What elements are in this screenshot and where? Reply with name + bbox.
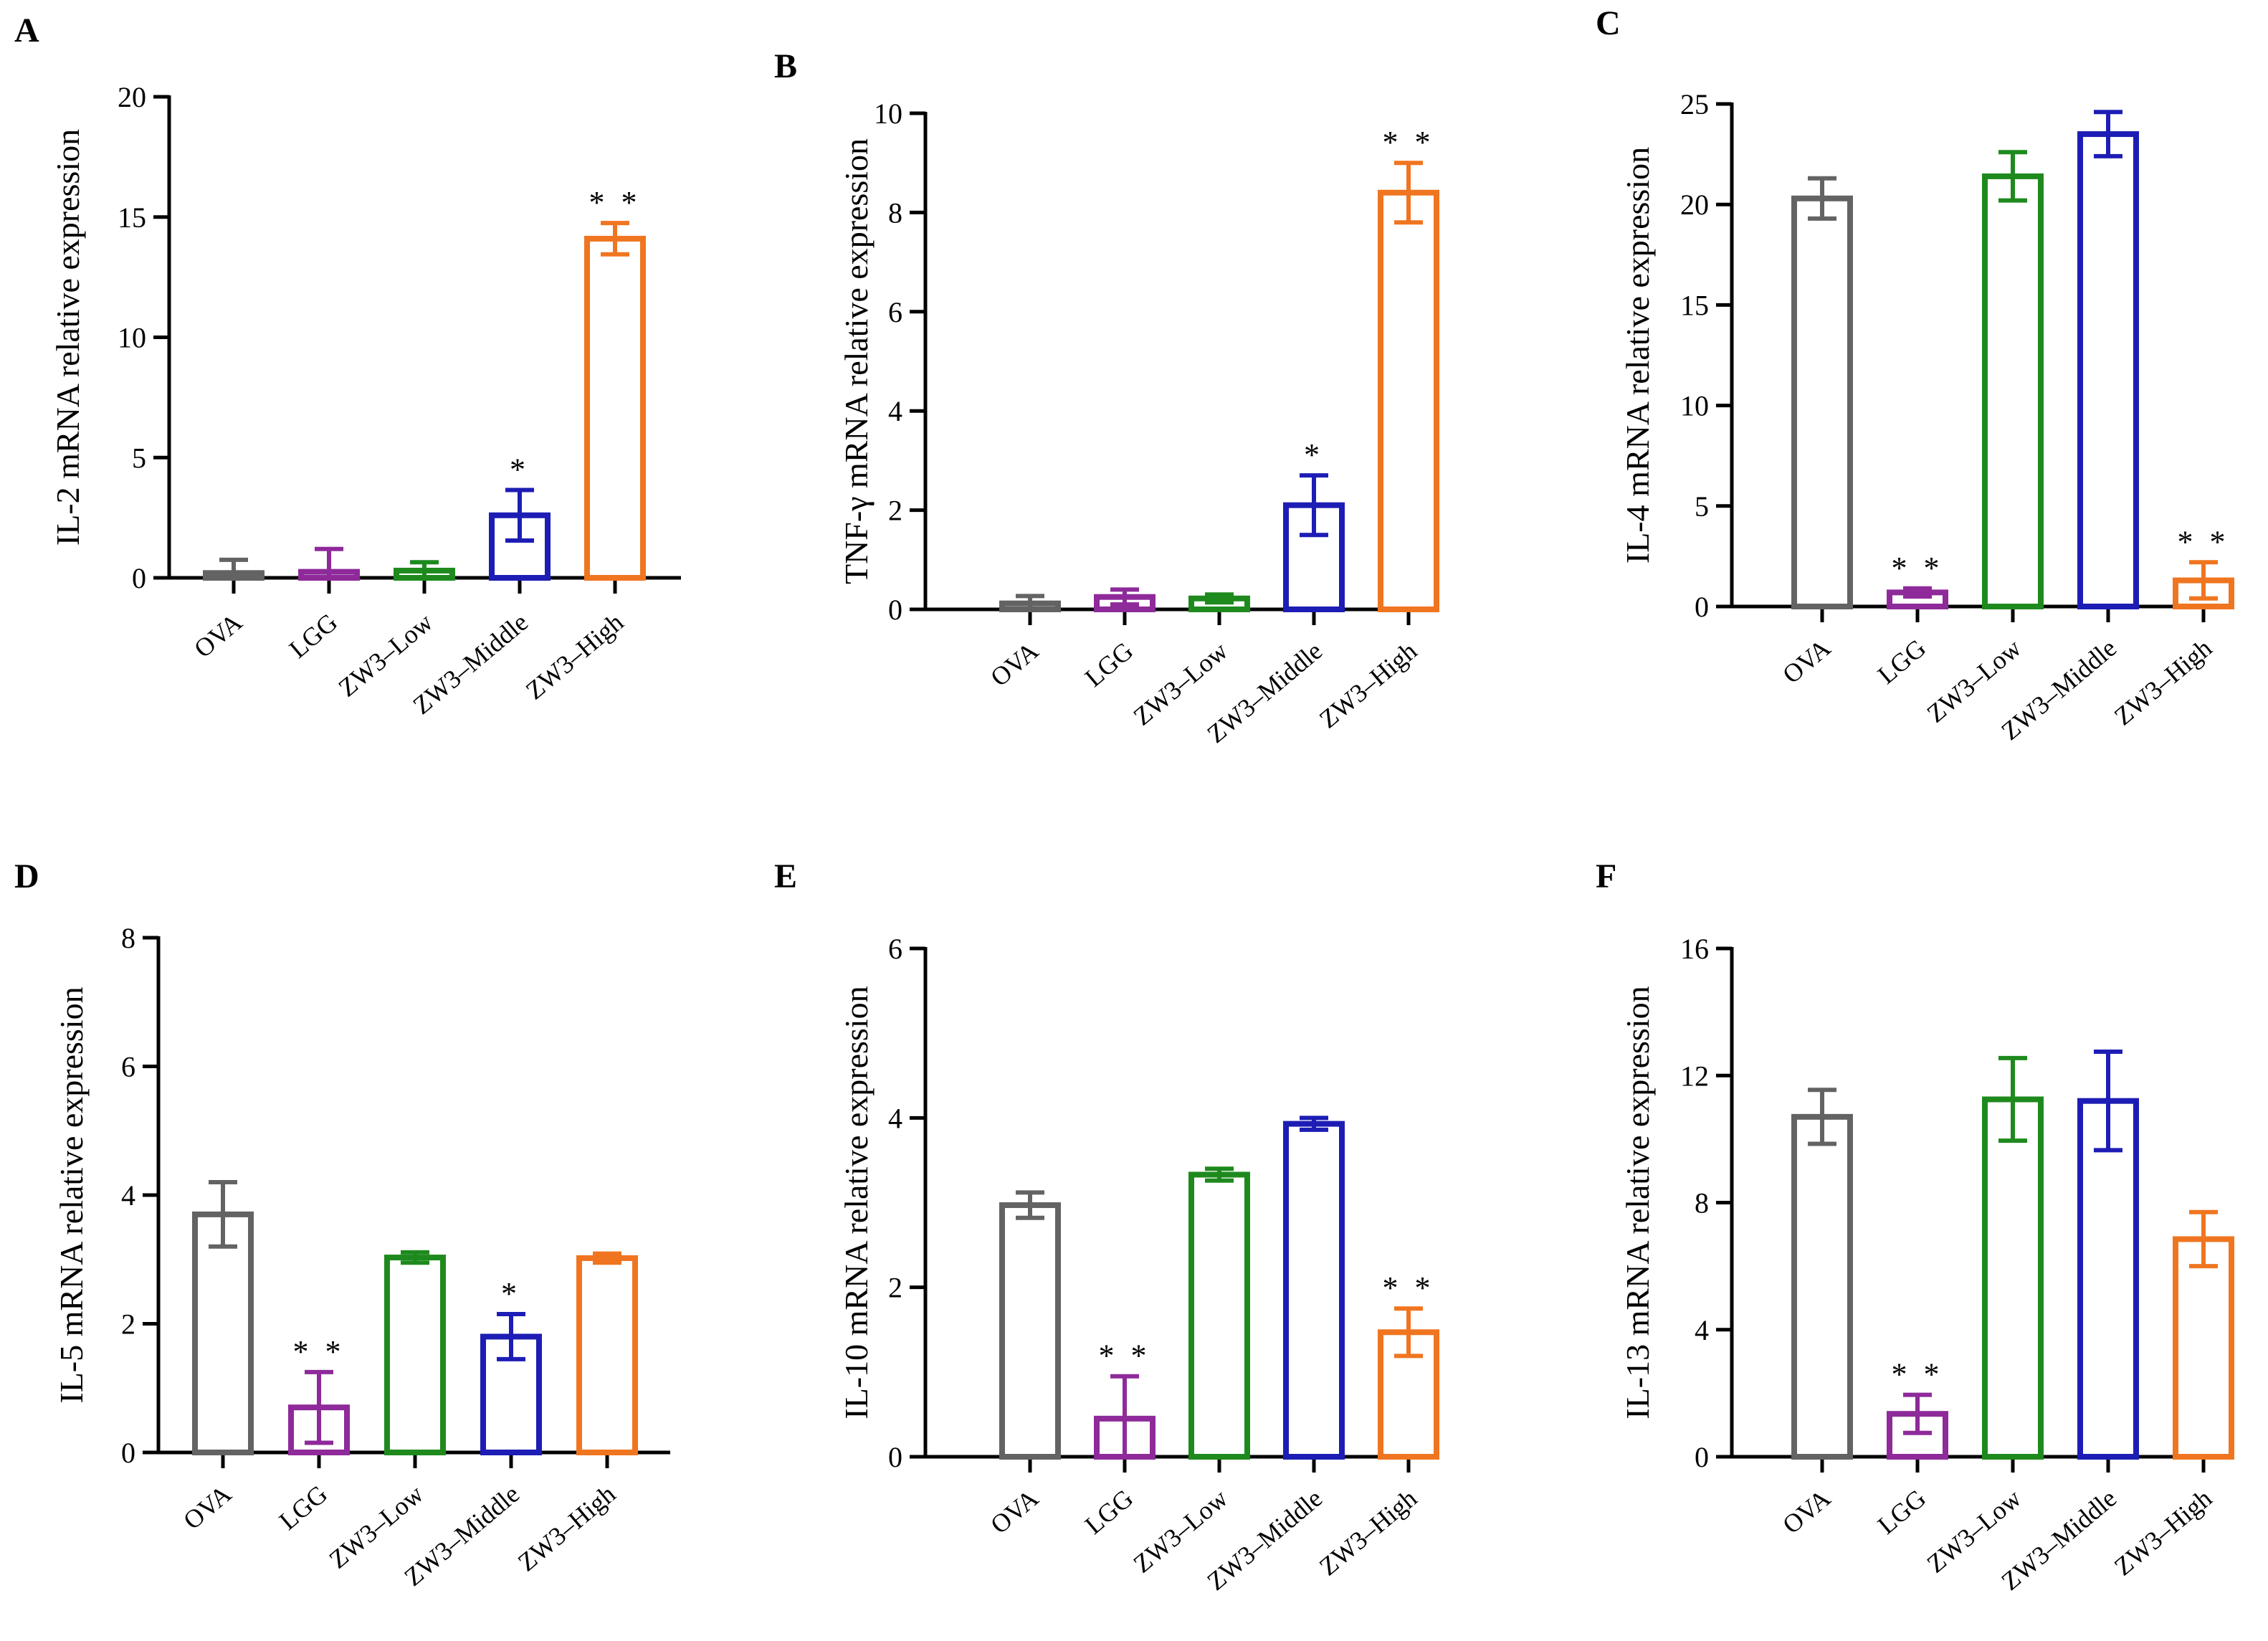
y-axis-label: IL-10 mRNA relative expression <box>838 986 875 1419</box>
x-category-label: OVA <box>189 607 247 663</box>
significance-marker: * <box>501 1276 521 1311</box>
y-tick-label: 15 <box>1680 289 1709 321</box>
x-category-label: LGG <box>1872 633 1931 689</box>
panel-letter: A <box>14 11 39 49</box>
y-tick-label: 10 <box>1680 390 1709 422</box>
y-tick-label: 12 <box>1680 1060 1709 1092</box>
bar <box>1791 195 1853 609</box>
y-tick-label: 2 <box>888 495 902 527</box>
y-tick-label: 10 <box>874 97 902 130</box>
x-category-label: OVA <box>178 1479 237 1535</box>
panel-b: B TNF-γ mRNA relative expression 0 2 4 6 8 10 OV… <box>774 47 1439 748</box>
y-tick-label: 6 <box>121 1051 135 1083</box>
y-tick-label: 16 <box>1680 933 1709 965</box>
bar <box>576 1255 638 1455</box>
significance-marker: * * <box>293 1334 346 1369</box>
panel-letter: D <box>14 857 39 895</box>
panel-letter: C <box>1596 4 1621 42</box>
y-tick-label: 2 <box>888 1272 902 1304</box>
y-tick-label: 0 <box>1695 591 1709 623</box>
y-axis-label: IL-4 mRNA relative expression <box>1619 147 1656 563</box>
y-tick-label: 15 <box>118 201 146 234</box>
y-tick-label: 4 <box>1695 1314 1709 1346</box>
y-tick-label: 8 <box>888 196 902 229</box>
bar <box>192 1211 254 1456</box>
panel-c: C IL-4 mRNA relative expression 0 5 10 15 20 25… <box>1596 4 2234 746</box>
significance-marker: * * <box>589 185 642 220</box>
panel-e: E IL-10 mRNA relative expression 0 2 4 6 OVA * … <box>774 857 1439 1596</box>
y-axis-label: IL-2 mRNA relative expression <box>49 129 86 546</box>
panel-d: D IL-5 mRNA relative expression 0 2 4 6 8 OVA * … <box>14 857 670 1592</box>
y-tick-label: 0 <box>888 594 902 626</box>
x-category-label: LGG <box>1080 1483 1138 1539</box>
y-tick-label: 25 <box>1680 88 1709 120</box>
x-category-label: ZW3–High <box>2109 1483 2217 1581</box>
significance-marker: * * <box>1099 1338 1151 1374</box>
x-category-label: LGG <box>284 607 343 663</box>
significance-marker: * * <box>1892 1357 1944 1392</box>
bar <box>1791 1113 1853 1460</box>
significance-marker: * <box>510 452 530 487</box>
bar <box>584 235 646 581</box>
y-tick-label: 4 <box>888 1102 902 1134</box>
panel-a: A IL-2 mRNA relative expression 0 5 10 15 20 OV… <box>14 11 681 720</box>
y-tick-label: 8 <box>1695 1187 1709 1219</box>
y-tick-label: 5 <box>132 442 146 474</box>
bar <box>1283 1121 1345 1460</box>
bar <box>1378 189 1439 613</box>
panel-letter: B <box>774 47 797 85</box>
y-tick-label: 6 <box>888 296 902 328</box>
x-category-label: OVA <box>985 636 1044 692</box>
y-tick-label: 8 <box>121 922 135 954</box>
significance-marker: * * <box>1892 551 1944 586</box>
significance-marker: * <box>1304 437 1324 472</box>
y-tick-label: 0 <box>888 1441 902 1473</box>
bar <box>2077 1098 2139 1460</box>
y-tick-label: 20 <box>1680 189 1709 221</box>
y-tick-label: 5 <box>1695 490 1709 523</box>
x-category-label: OVA <box>985 1483 1044 1539</box>
bar <box>1188 1171 1250 1460</box>
significance-marker: * * <box>2178 524 2230 559</box>
bar <box>384 1255 446 1455</box>
x-category-label: OVA <box>1777 633 1836 689</box>
x-category-label: LGG <box>1872 1483 1931 1539</box>
y-tick-label: 0 <box>132 562 146 594</box>
x-category-label: LGG <box>1080 636 1138 692</box>
x-category-label: ZW3–High <box>1314 636 1422 733</box>
y-tick-label: 10 <box>118 322 146 354</box>
y-tick-label: 4 <box>121 1179 135 1212</box>
y-axis-label: IL-13 mRNA relative expression <box>1619 986 1656 1419</box>
y-tick-label: 6 <box>888 933 902 965</box>
x-category-label: ZW3–High <box>513 1479 621 1576</box>
panel-f: F IL-13 mRNA relative expression 0 4 8 12 16 OV… <box>1596 857 2234 1596</box>
x-category-label: LGG <box>274 1479 333 1535</box>
bar <box>1982 173 2044 610</box>
y-tick-label: 20 <box>118 81 146 113</box>
significance-marker: * * <box>1383 1270 1435 1305</box>
y-axis-label: IL-5 mRNA relative expression <box>53 986 90 1403</box>
panel-letter: E <box>774 857 797 895</box>
x-category-label: ZW3–High <box>2109 633 2217 731</box>
bar <box>999 1202 1061 1460</box>
significance-marker: * * <box>1383 125 1435 160</box>
x-category-label: OVA <box>1777 1483 1836 1539</box>
y-tick-label: 0 <box>1695 1441 1709 1473</box>
bar <box>2173 1236 2234 1460</box>
bar <box>2077 131 2139 609</box>
x-category-label: ZW3–High <box>520 607 629 705</box>
panel-letter: F <box>1596 857 1616 895</box>
y-axis-label: TNF-γ mRNA relative expression <box>838 138 875 584</box>
y-tick-label: 4 <box>888 395 902 427</box>
x-category-label: ZW3–High <box>1314 1483 1422 1581</box>
y-tick-label: 2 <box>121 1308 135 1341</box>
bar <box>1982 1096 2044 1460</box>
y-tick-label: 0 <box>121 1437 135 1469</box>
